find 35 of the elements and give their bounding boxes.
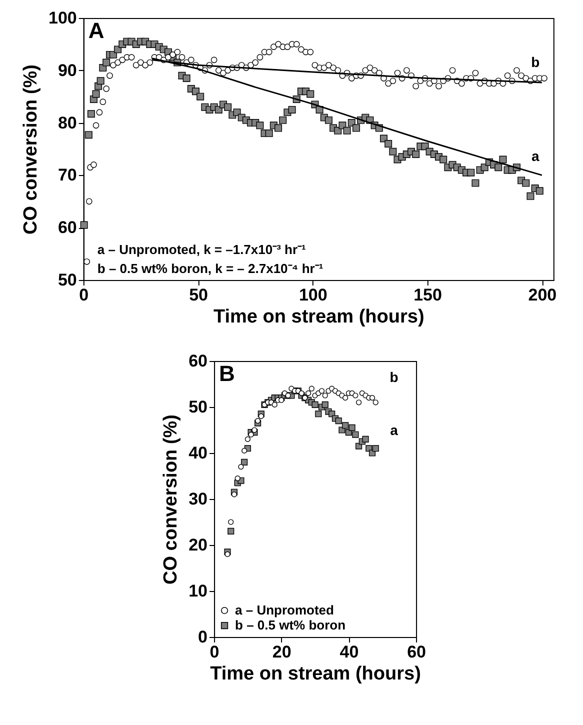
annotation: a	[390, 422, 398, 438]
y-tick-label: 60	[58, 218, 77, 238]
y-tick-label: 70	[58, 166, 77, 185]
y-tick-label: 80	[58, 113, 77, 132]
y-tick-label: 50	[188, 398, 208, 416]
x-tick-label: 150	[414, 286, 442, 304]
y-tick-label: 10	[188, 582, 208, 600]
annotation: a – Unpromoted, k = –1.7x10⁻³ hr⁻¹	[97, 242, 306, 257]
x-axis-title: Time on stream (hours)	[213, 306, 424, 328]
annotation: b	[390, 369, 398, 385]
y-tick-label: 40	[188, 444, 208, 462]
x-tick-label: 0	[79, 286, 89, 304]
legend-label: a – Unpromoted	[235, 602, 334, 618]
y-tick-label: 0	[198, 628, 208, 646]
x-tick-label: 60	[407, 642, 426, 662]
annotation: a	[531, 148, 540, 164]
y-tick-label: 50	[58, 270, 77, 290]
y-tick-label: 90	[58, 60, 77, 80]
x-tick-label: 0	[210, 642, 220, 662]
legend-label: b – 0.5 wt% boron	[235, 618, 346, 632]
y-axis-title: CO conversion (%)	[20, 64, 42, 234]
y-tick-label: 30	[188, 490, 208, 508]
chart-title: B	[219, 361, 235, 386]
y-tick-label: 60	[188, 352, 208, 370]
x-axis-title: Time on stream (hours)	[210, 664, 421, 684]
y-tick-label: 20	[188, 536, 208, 554]
chart-title: A	[88, 18, 104, 43]
x-tick-label: 200	[528, 286, 557, 304]
x-tick-label: 100	[298, 286, 328, 304]
x-tick-label: 40	[340, 642, 359, 662]
y-tick-label: 100	[48, 8, 77, 28]
x-tick-label: 20	[272, 642, 292, 662]
annotation: b	[531, 54, 540, 70]
annotation: b – 0.5 wt% boron, k = – 2.7x10⁻⁴ hr⁻¹	[97, 261, 324, 276]
y-axis-title: CO conversion (%)	[160, 414, 182, 584]
